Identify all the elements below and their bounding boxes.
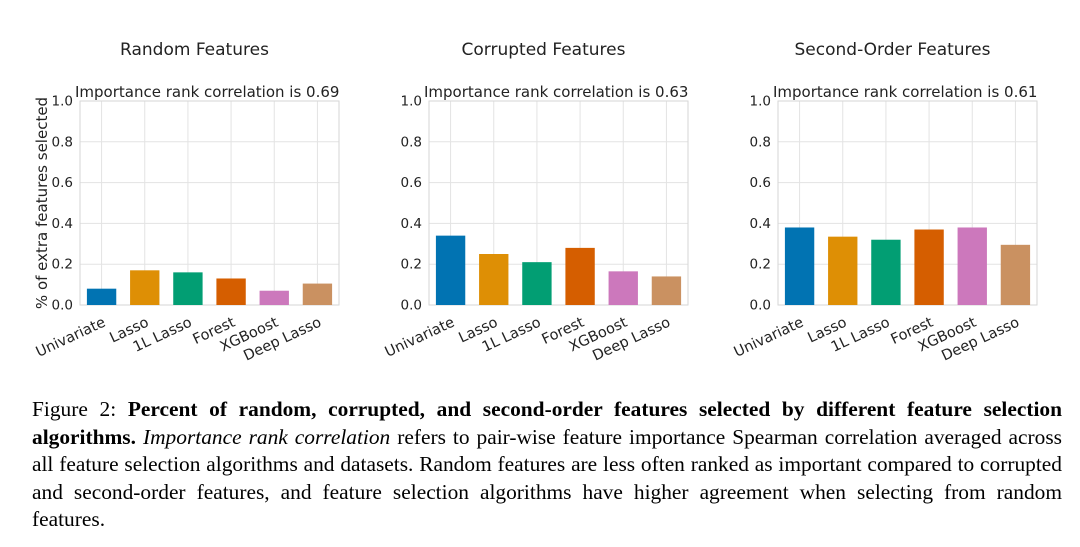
bar	[86, 288, 117, 305]
chart-subtitle: Importance rank correlation is 0.61	[773, 83, 1037, 101]
chart-title: Random Features	[120, 40, 269, 60]
y-tick-label: 0.8	[401, 134, 422, 150]
y-tick-label: 1.0	[750, 94, 771, 110]
x-tick-label: Univariate	[732, 315, 807, 361]
bar	[608, 271, 638, 305]
y-tick-label: 0.4	[750, 216, 771, 232]
y-tick-label: 0.6	[52, 175, 73, 191]
plot-frame	[428, 100, 689, 306]
bar	[435, 235, 466, 305]
y-tick-label: 0.8	[52, 134, 73, 150]
y-axis-label: % of extra features selected	[33, 97, 51, 309]
y-tick-label: 0.2	[750, 257, 771, 273]
y-tick-label: 1.0	[52, 94, 73, 110]
bar	[957, 227, 987, 305]
caption-rest: refers to pair-wise feature importance S…	[32, 424, 1062, 532]
bar	[216, 278, 246, 305]
bar	[1000, 244, 1031, 305]
y-tick-label: 0.6	[750, 175, 771, 191]
bar	[871, 239, 901, 305]
bar	[828, 236, 858, 305]
caption-bold: Percent of random, corrupted, and second…	[32, 397, 1062, 449]
y-tick-label: 0.8	[750, 134, 771, 150]
y-tick-label: 0.4	[52, 216, 73, 232]
y-tick-label: 0.6	[401, 175, 422, 191]
x-tick-label: Univariate	[34, 315, 109, 361]
figure-caption: Figure 2: Percent of random, corrupted, …	[32, 396, 1062, 534]
y-tick-label: 0.0	[52, 298, 73, 314]
bar	[259, 290, 289, 305]
y-tick-label: 1.0	[401, 94, 422, 110]
bar	[914, 229, 944, 305]
y-tick-label: 0.2	[52, 257, 73, 273]
bar	[565, 247, 595, 305]
bar	[479, 254, 509, 305]
bar	[784, 227, 815, 305]
chart-title: Second-Order Features	[795, 40, 991, 60]
plot-frame	[79, 100, 340, 306]
x-tick-label: Univariate	[383, 315, 458, 361]
caption-label: Figure 2:	[32, 397, 128, 421]
bar	[522, 262, 552, 305]
chart-title: Corrupted Features	[462, 40, 626, 60]
y-tick-label: 0.2	[401, 257, 422, 273]
y-tick-label: 0.0	[401, 298, 422, 314]
chart-subtitle: Importance rank correlation is 0.69	[75, 83, 339, 101]
y-tick-label: 0.0	[750, 298, 771, 314]
bar	[130, 270, 160, 305]
bar	[173, 272, 203, 305]
plot-frame	[777, 100, 1038, 306]
chart-subtitle: Importance rank correlation is 0.63	[424, 83, 688, 101]
y-tick-label: 0.4	[401, 216, 422, 232]
bar	[302, 283, 333, 305]
caption-italic: Importance rank correlation	[142, 424, 391, 449]
bar	[651, 276, 682, 305]
